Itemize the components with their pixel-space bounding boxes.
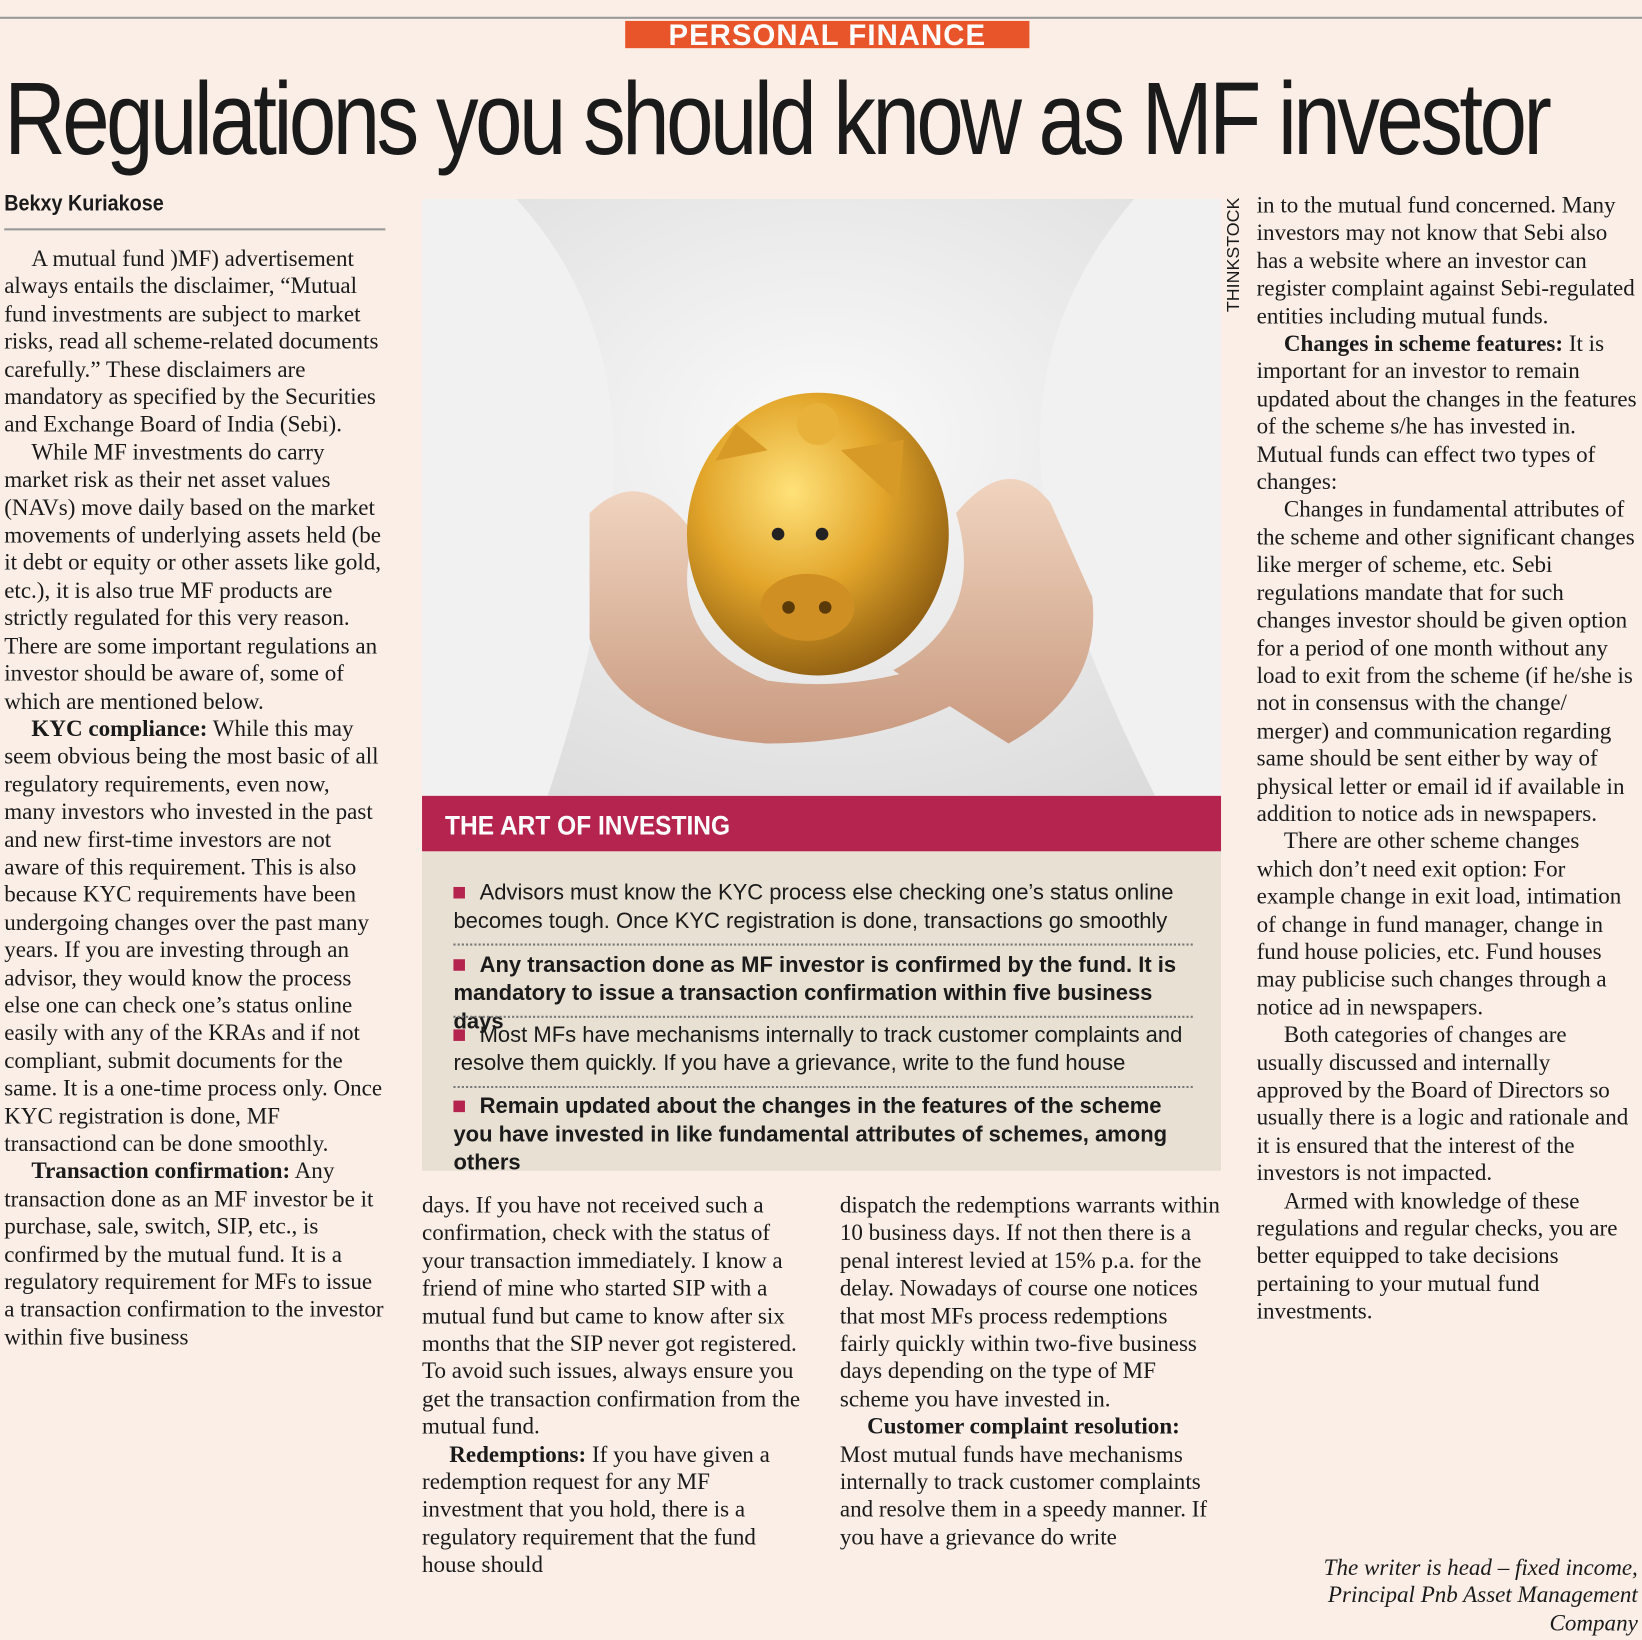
box-item: Most MFs have mechanisms internally to t… [453,1021,1192,1078]
box-item-text: Advisors must know the KYC process else … [453,880,1174,934]
paragraph-text: Both categories of changes are usually d… [1256,1021,1629,1186]
paragraph-text: Any transaction done as an MF investor b… [4,1157,384,1350]
paragraph-lead: Redemptions: [449,1440,587,1467]
paragraph-text: Armed with knowledge of these regulation… [1256,1187,1618,1324]
photo [422,198,1222,796]
fact-box: Advisors must know the KYC process else … [422,851,1222,1175]
column: dispatch the redemptions warrants within… [840,1192,1221,1640]
paragraph: A mutual fund )MF) advertisement always … [4,245,385,439]
section-label: PERSONAL FINANCE [625,20,1030,50]
paragraph-text: Changes in fundamental attributes of the… [1256,495,1635,827]
paragraph: Armed with knowledge of these regulation… [1257,1187,1638,1325]
byline: Bekxy Kuriakose [4,191,164,216]
paragraph-text: While this may seem obvious being the mo… [4,715,383,1157]
paragraph-lead: KYC compliance: [31,715,208,742]
bullet [453,1100,465,1113]
paragraph-text: Most mutual funds have mechanisms intern… [839,1440,1208,1550]
paragraph-text: dispatch the redemptions warrants within… [839,1191,1220,1412]
headline: Regulations you should know as MF invest… [4,60,1552,176]
paragraph-lead: Changes in scheme features: [1283,329,1564,357]
paragraph-text: A mutual fund )MF) advertisement always … [4,245,379,438]
box-title: THE ART OF INVESTING [422,795,1222,852]
paragraph: While MF investments do carry market ris… [4,439,385,716]
paragraph: There are other scheme changes which don… [1257,828,1638,1022]
paragraph-text: If you have given a redemption request f… [422,1440,770,1578]
bullet [453,886,465,899]
credit-text: THINKSTOCK [1223,197,1244,313]
box-item-text: Remain updated about the changes in the … [453,1094,1168,1175]
box-title-text: THE ART OF INVESTING [445,809,731,841]
paragraph-text: While MF investments do carry market ris… [4,438,382,714]
paragraph: Changes in scheme features: It is import… [1257,330,1638,496]
paragraph: Redemptions: If you have given a redempt… [422,1441,803,1579]
column: days. If you have not received such a co… [422,1192,803,1640]
paragraph: Both categories of changes are usually d… [1257,1021,1638,1187]
byline-rule [4,228,386,231]
dotted-rule [453,1085,1193,1089]
paragraph-text: in to the mutual fund concerned. Many in… [1256,191,1635,329]
box-item-text: Most MFs have mechanisms internally to t… [453,1023,1183,1076]
box-item: Any transaction done as MF investor is c… [453,951,1192,1036]
column: A mutual fund )MF) advertisement always … [4,245,385,1640]
paragraph-text: It is important for an investor to remai… [1256,329,1637,495]
bullet [453,959,465,971]
paragraph-lead: Customer complaint resolution: [867,1412,1180,1440]
paragraph: in to the mutual fund concerned. Many in… [1257,192,1638,330]
dotted-rule [453,1015,1193,1018]
bullet [453,1029,465,1041]
author-note: The writer is head – fixed income, Princ… [1323,1554,1638,1636]
photo-credit: THINKSTOCK [1223,197,1246,314]
box-item: Remain updated about the changes in the … [453,1092,1192,1177]
paragraph-text: There are other scheme changes which don… [1256,827,1622,1020]
paragraph: days. If you have not received such a co… [422,1192,803,1441]
box-item-text: Any transaction done as MF investor is c… [453,952,1177,1034]
paragraph-lead: Transaction confirmation: [31,1157,291,1184]
paragraph: Changes in fundamental attributes of the… [1257,496,1638,828]
paragraph: Customer complaint resolution: Most mutu… [840,1413,1221,1551]
dotted-rule [453,943,1193,946]
paragraph: KYC compliance: While this may seem obvi… [4,715,385,1157]
paragraph: dispatch the redemptions warrants within… [840,1192,1221,1413]
paragraph: Transaction confirmation: Any transactio… [4,1158,385,1352]
box-item: Advisors must know the KYC process else … [453,879,1192,936]
top-rule [0,16,1642,19]
column: in to the mutual fund concerned. Many in… [1257,192,1638,1553]
paragraph-text: days. If you have not received such a co… [422,1191,801,1440]
